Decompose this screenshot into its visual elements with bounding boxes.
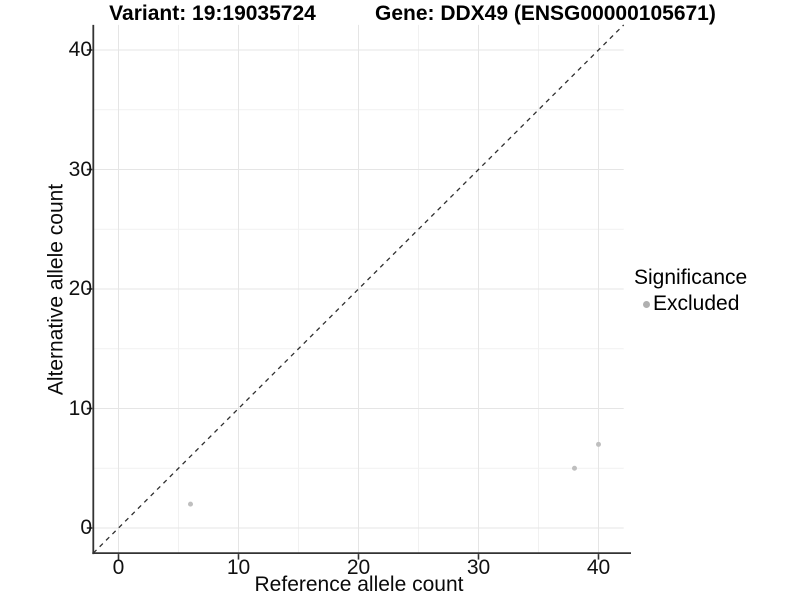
x-tick-label: 10 (226, 556, 251, 579)
identity-line (92, 24, 625, 554)
data-point (596, 441, 601, 447)
x-tick-label: 30 (466, 556, 491, 579)
y-tick-label: 0 (80, 516, 92, 539)
legend: Significance Excluded (634, 266, 794, 316)
gene-title: Gene: DDX49 (ENSG00000105671) (375, 2, 716, 25)
data-point (572, 465, 577, 471)
y-tick-label: 20 (68, 277, 92, 300)
x-tick-label: 0 (112, 556, 125, 579)
y-tick-label: 30 (68, 157, 92, 181)
y-tick-label: 40 (68, 38, 92, 61)
data-point (188, 501, 193, 507)
legend-title: Significance (634, 266, 748, 289)
x-axis-title: Reference allele count (254, 573, 464, 596)
y-tick-label: 10 (68, 396, 92, 420)
legend-item-excluded: Excluded (634, 292, 794, 316)
excluded-circle-icon (643, 300, 650, 308)
legend-item-label: Excluded (653, 292, 740, 315)
variant-title: Variant: 19:19035724 (109, 2, 316, 25)
x-tick-label: 20 (346, 556, 371, 579)
x-tick-label: 40 (586, 556, 611, 579)
